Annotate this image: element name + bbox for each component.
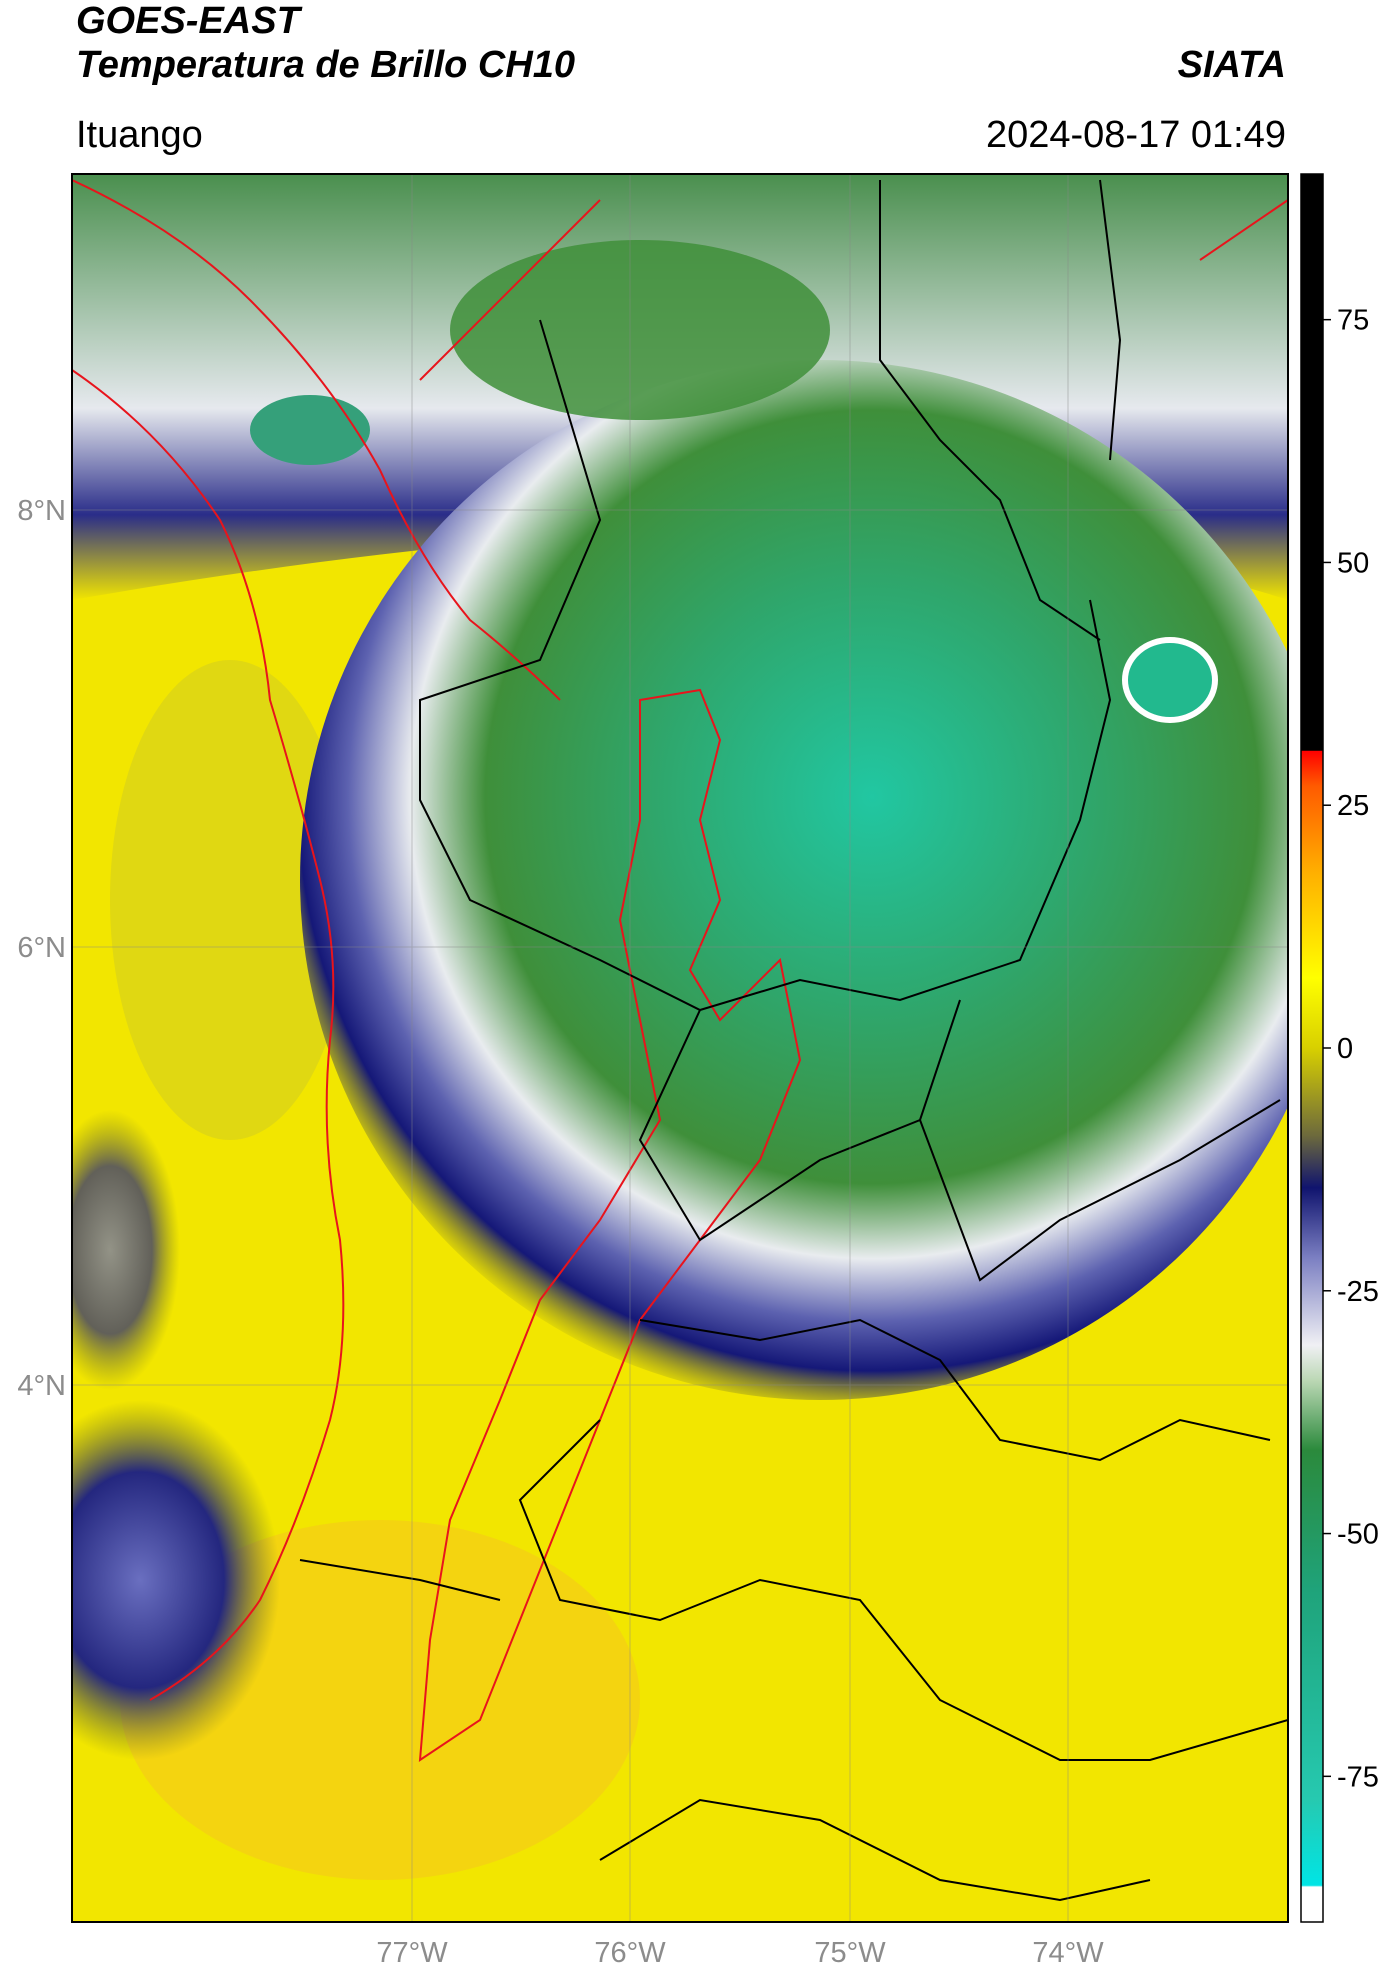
colorbar-tick-label: 75 — [1337, 305, 1369, 337]
region-label: Ituango — [76, 114, 203, 156]
colorbar-tick-label: -50 — [1337, 1519, 1379, 1551]
warm-area-west — [110, 660, 350, 1140]
colorbar-tick-label: 0 — [1337, 1033, 1353, 1065]
lon-tick-76: 76°W — [594, 1937, 666, 1969]
colorbar-tick-label: -25 — [1337, 1276, 1379, 1308]
west-coast-clouds-2 — [72, 1110, 180, 1390]
convective-system — [300, 360, 1288, 1400]
coastline-pacific — [72, 369, 345, 1701]
coastline-caribbean — [419, 199, 1288, 381]
longitude-axis: 77°W 76°W 75°W 74°W — [376, 1937, 1104, 1969]
north-cloud-green — [450, 240, 830, 420]
colorbar-tick-label: 50 — [1337, 547, 1369, 579]
boundary-lines — [72, 179, 1288, 1902]
department-boundaries — [299, 179, 1288, 1902]
lat-tick-6: 6°N — [17, 932, 66, 964]
northwest-cloud-cell — [250, 395, 370, 465]
colorbar-tick-label: 25 — [1337, 790, 1369, 822]
lon-tick-77: 77°W — [376, 1937, 448, 1969]
lon-tick-74: 74°W — [1032, 1937, 1104, 1969]
map-imagery — [72, 174, 1288, 1922]
title-line-1: GOES-EAST — [76, 0, 300, 42]
title-line-2: Temperatura de Brillo CH10 — [76, 44, 576, 86]
west-coast-clouds — [72, 1400, 280, 1760]
organization-label: SIATA — [1177, 44, 1286, 86]
east-cloud-cell — [1122, 637, 1218, 723]
coastline-north — [72, 179, 561, 701]
timestamp-label: 2024-08-17 01:49 — [985, 114, 1286, 156]
antioquia-river-basin — [418, 688, 802, 1762]
graticule — [72, 174, 1288, 1922]
lon-tick-75: 75°W — [814, 1937, 886, 1969]
colorbar-tick-label: -75 — [1337, 1761, 1379, 1793]
lat-tick-4: 4°N — [17, 1370, 66, 1402]
lat-tick-8: 8°N — [17, 495, 66, 527]
colorbar: 75 50 25 0 -25 -50 -75 — [1300, 173, 1379, 1923]
map-frame — [71, 173, 1289, 1923]
colorbar-scale — [1300, 173, 1324, 1923]
latitude-axis: 8°N 6°N 4°N — [17, 495, 66, 1402]
